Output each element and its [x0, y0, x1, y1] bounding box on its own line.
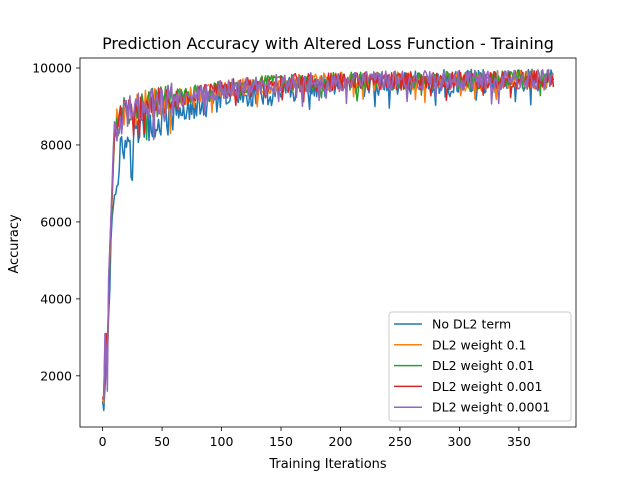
x-tick-label: 300 [448, 434, 472, 449]
x-tick-label: 150 [269, 434, 293, 449]
legend-label: DL2 weight 0.01 [432, 358, 534, 373]
y-tick-label: 6000 [40, 214, 72, 229]
chart-title: Prediction Accuracy with Altered Loss Fu… [102, 34, 554, 53]
y-tick-label: 10000 [32, 61, 72, 76]
series-line-5 [102, 68, 554, 400]
legend-label: DL2 weight 0.1 [432, 337, 527, 352]
legend-label: No DL2 term [432, 317, 511, 332]
x-tick-label: 50 [154, 434, 170, 449]
x-tick-label: 350 [507, 434, 531, 449]
y-tick-label: 8000 [40, 137, 72, 152]
legend-box [388, 311, 572, 422]
y-axis-label: Accuracy [7, 214, 22, 274]
x-tick-label: 250 [388, 434, 412, 449]
y-tick-label: 2000 [40, 368, 72, 383]
plot-area [101, 68, 555, 412]
x-axis-label: Training Iterations [268, 457, 387, 472]
y-tick-label: 4000 [40, 291, 72, 306]
x-tick-label: 100 [210, 434, 234, 449]
legend-label: DL2 weight 0.0001 [432, 400, 550, 415]
axes-frame [79, 57, 577, 428]
x-tick-label: 0 [99, 434, 107, 449]
legend-label: DL2 weight 0.001 [432, 379, 542, 394]
x-tick-label: 200 [329, 434, 353, 449]
